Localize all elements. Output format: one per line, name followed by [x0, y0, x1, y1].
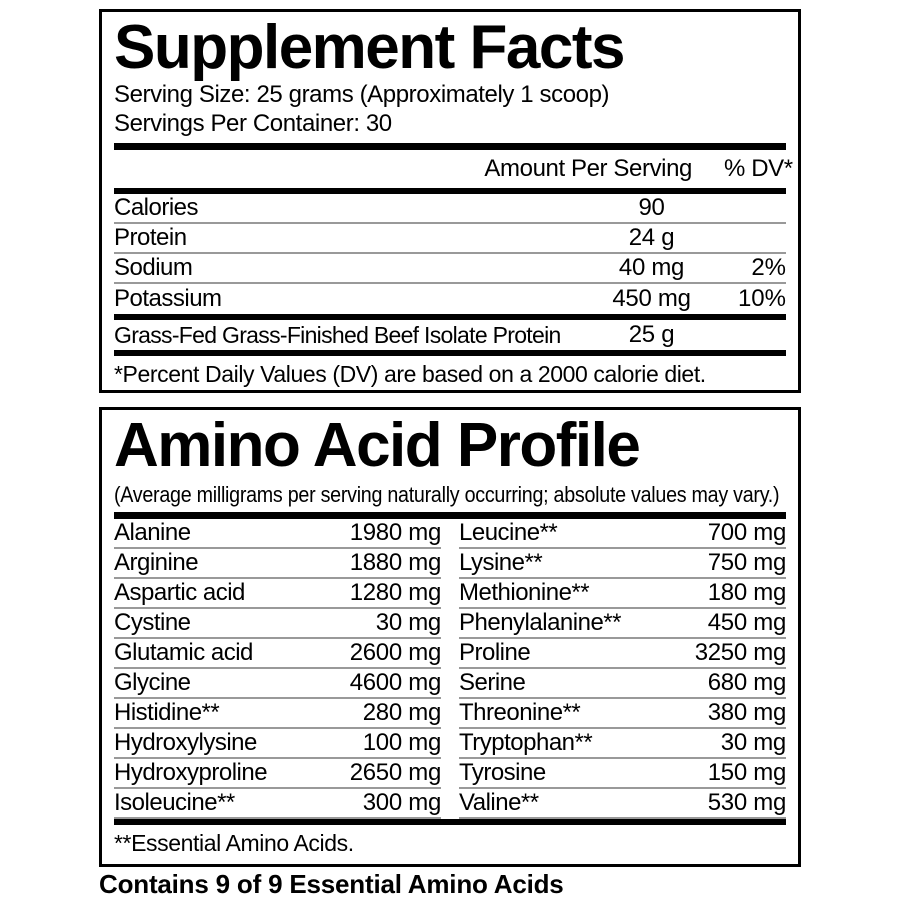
serving-size: Serving Size: 25 grams (Approximately 1 …: [114, 81, 610, 108]
row-label: Calories: [114, 194, 199, 221]
amino-amount: 380 mg: [707, 699, 787, 726]
amino-name: Methionine**: [459, 579, 590, 606]
amino-name: Threonine**: [459, 699, 581, 726]
table-row-protein: Protein 24 g: [114, 224, 786, 254]
amino-name: Phenylalanine**: [459, 609, 621, 636]
row-amount: 25 g: [628, 321, 675, 348]
amino-amount: 300 mg: [362, 789, 442, 816]
percent-dv-header: % DV*: [724, 155, 793, 182]
amino-amount: 700 mg: [707, 519, 787, 546]
amino-amount: 1280 mg: [349, 579, 442, 606]
amino-row-cystine: Cystine 30 mg: [114, 609, 441, 639]
divider-thick: [114, 512, 786, 519]
amino-name: Leucine**: [459, 519, 558, 546]
amino-row-alanine: Alanine 1980 mg: [114, 519, 441, 549]
amino-amount: 280 mg: [362, 699, 442, 726]
amino-amount: 680 mg: [707, 669, 787, 696]
amino-name: Valine**: [459, 789, 539, 816]
amino-amount: 750 mg: [707, 549, 787, 576]
amino-amount: 2650 mg: [349, 759, 442, 786]
amount-per-serving-header: Amount Per Serving: [484, 155, 692, 182]
amino-amount: 180 mg: [707, 579, 787, 606]
amino-amount: 2600 mg: [349, 639, 442, 666]
amino-row-arginine: Arginine 1880 mg: [114, 549, 441, 579]
amino-amount: 150 mg: [707, 759, 787, 786]
row-amount: 450 mg: [612, 285, 691, 312]
table-row-calories: Calories 90: [114, 194, 786, 224]
amino-row-isoleucine: Isoleucine** 300 mg: [114, 789, 441, 819]
daily-value-footnote: *Percent Daily Values (DV) are based on …: [114, 361, 706, 387]
amino-row-histidine: Histidine** 280 mg: [114, 699, 441, 729]
amino-name: Tyrosine: [459, 759, 546, 786]
table-row-beef-isolate-protein: Grass-Fed Grass-Finished Beef Isolate Pr…: [114, 320, 786, 350]
row-amount: 40 mg: [618, 254, 685, 281]
row-label: Sodium: [114, 254, 193, 281]
amino-right-column: Leucine** 700 mg Lysine** 750 mg Methionin…: [459, 519, 786, 819]
amino-name: Glutamic acid: [114, 639, 253, 666]
row-amount: 24 g: [628, 224, 675, 251]
row-label: Grass-Fed Grass-Finished Beef Isolate Pr…: [114, 321, 561, 348]
divider-thick: [114, 188, 786, 194]
divider-thick: [114, 314, 786, 320]
servings-per-container: Servings Per Container: 30: [114, 110, 392, 137]
amino-name: Histidine**: [114, 699, 220, 726]
amino-row-glutamic-acid: Glutamic acid 2600 mg: [114, 639, 441, 669]
amino-name: Lysine**: [459, 549, 543, 576]
amino-amount: 1980 mg: [349, 519, 442, 546]
amino-name: Aspartic acid: [114, 579, 245, 606]
amino-acid-title: Amino Acid Profile: [114, 411, 641, 480]
amino-name: Tryptophan**: [459, 729, 593, 756]
amino-name: Hydroxylysine: [114, 729, 257, 756]
amino-row-glycine: Glycine 4600 mg: [114, 669, 441, 699]
amino-row-lysine: Lysine** 750 mg: [459, 549, 786, 579]
amino-acid-table: Alanine 1980 mg Arginine 1880 mg Aspartic …: [114, 519, 786, 819]
amino-amount: 30 mg: [720, 729, 787, 756]
amino-acid-panel: Amino Acid Profile (Average milligrams p…: [99, 407, 801, 867]
amino-amount: 30 mg: [375, 609, 442, 636]
table-row-potassium: Potassium 450 mg 10%: [114, 284, 786, 314]
amino-name: Isoleucine**: [114, 789, 235, 816]
row-label: Protein: [114, 224, 187, 251]
amino-amount: 1880 mg: [349, 549, 442, 576]
amino-row-tyrosine: Tyrosine 150 mg: [459, 759, 786, 789]
amino-amount: 450 mg: [707, 609, 787, 636]
amino-row-proline: Proline 3250 mg: [459, 639, 786, 669]
amino-acid-subtitle: (Average milligrams per serving naturall…: [114, 482, 780, 507]
supplement-facts-title: Supplement Facts: [114, 13, 626, 82]
supplement-facts-panel: Supplement Facts Serving Size: 25 grams …: [99, 9, 801, 393]
row-label: Potassium: [114, 285, 222, 312]
amino-amount: 100 mg: [362, 729, 442, 756]
amino-amount: 3250 mg: [694, 639, 787, 666]
divider-thick: [114, 819, 786, 825]
amino-name: Hydroxyproline: [114, 759, 268, 786]
amino-row-hydroxylysine: Hydroxylysine 100 mg: [114, 729, 441, 759]
amino-row-tryptophan: Tryptophan** 30 mg: [459, 729, 786, 759]
amino-amount: 530 mg: [707, 789, 787, 816]
amino-name: Glycine: [114, 669, 191, 696]
row-amount: 90: [638, 194, 665, 221]
facts-table-header: Amount Per Serving % DV*: [114, 150, 793, 188]
amino-row-aspartic-acid: Aspartic acid 1280 mg: [114, 579, 441, 609]
divider-thick: [114, 350, 786, 356]
amino-row-threonine: Threonine** 380 mg: [459, 699, 786, 729]
amino-row-methionine: Methionine** 180 mg: [459, 579, 786, 609]
amino-row-phenylalanine: Phenylalanine** 450 mg: [459, 609, 786, 639]
amino-name: Alanine: [114, 519, 191, 546]
amino-name: Proline: [459, 639, 531, 666]
amino-name: Serine: [459, 669, 526, 696]
amino-amount: 4600 mg: [349, 669, 442, 696]
amino-name: Cystine: [114, 609, 191, 636]
essential-amino-footnote: **Essential Amino Acids.: [114, 830, 354, 856]
amino-row-serine: Serine 680 mg: [459, 669, 786, 699]
divider-thick: [114, 143, 786, 150]
amino-name: Arginine: [114, 549, 199, 576]
row-dv: 10%: [737, 285, 786, 312]
amino-row-valine: Valine** 530 mg: [459, 789, 786, 819]
contains-statement: Contains 9 of 9 Essential Amino Acids: [99, 869, 564, 899]
amino-left-column: Alanine 1980 mg Arginine 1880 mg Aspartic …: [114, 519, 441, 819]
table-row-sodium: Sodium 40 mg 2%: [114, 254, 786, 284]
row-dv: 2%: [751, 254, 786, 281]
amino-row-hydroxyproline: Hydroxyproline 2650 mg: [114, 759, 441, 789]
amino-row-leucine: Leucine** 700 mg: [459, 519, 786, 549]
